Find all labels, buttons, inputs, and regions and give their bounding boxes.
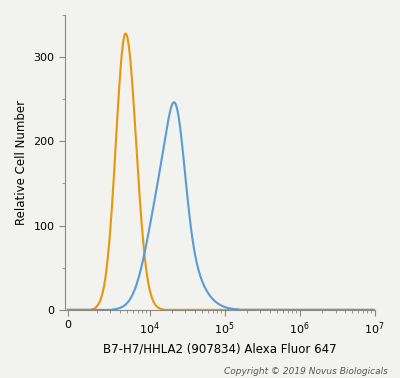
Y-axis label: Relative Cell Number: Relative Cell Number	[15, 100, 28, 225]
Text: Copyright © 2019 Novus Biologicals: Copyright © 2019 Novus Biologicals	[224, 367, 388, 376]
X-axis label: B7-H7/HHLA2 (907834) Alexa Fluor 647: B7-H7/HHLA2 (907834) Alexa Fluor 647	[103, 342, 337, 355]
